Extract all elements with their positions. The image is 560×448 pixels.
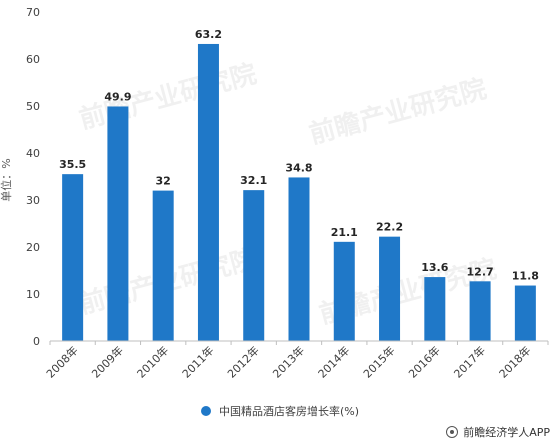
source-text: 前瞻经济学人APP [463,426,550,439]
y-tick-label: 10 [26,288,40,301]
legend-label: 中国精品酒店客房增长率(%) [218,405,360,418]
x-tick-label: 2012年 [224,343,261,380]
bar [288,177,310,341]
x-tick-label: 2008年 [43,343,80,380]
data-label: 11.8 [512,270,539,283]
x-axis-ticks: 2008年 2009年 2010年 2011年 2012年 2013年 2014年 2015年… [43,341,549,381]
x-tick-label: 2010年 [134,343,171,380]
data-label: 13.6 [421,261,448,274]
y-tick-label: 40 [26,147,40,160]
bar-series [62,43,536,342]
data-label: 22.2 [376,221,403,234]
y-tick-label: 20 [26,241,40,254]
bar [197,43,219,342]
data-label: 32.1 [240,174,267,187]
y-axis-label: 单位：% [0,158,13,201]
x-tick-label: 2017年 [451,343,488,380]
legend-marker [200,406,211,416]
bar [152,190,174,341]
y-tick-label: 50 [26,100,40,113]
y-tick-label: 70 [26,6,40,19]
x-tick-label: 2018年 [496,343,533,380]
source-credit: 前瞻经济学人APP [446,424,550,440]
bar [469,281,491,341]
source-logo-icon [446,426,459,438]
data-labels: 35.5 49.9 32 63.2 32.1 34.8 21.1 22.2 13.6 12.7 11… [59,28,539,283]
watermark-text: 前瞻产业研究院 [306,73,490,150]
legend: 中国精品酒店客房增长率(%) [0,403,560,419]
bar [243,190,265,341]
x-tick-label: 2014年 [315,343,352,380]
bar [333,241,355,341]
x-tick-label: 2009年 [89,343,126,380]
data-label: 35.5 [59,158,86,171]
data-label: 32 [156,175,171,188]
x-tick-label: 2011年 [179,343,216,380]
y-tick-label: 0 [33,335,40,348]
y-tick-label: 60 [26,53,40,66]
data-label: 34.8 [285,161,312,174]
bar [379,236,401,341]
bar [424,277,446,341]
y-axis-ticks: 0 10 20 30 40 50 60 70 [26,6,40,348]
x-tick-label: 2016年 [405,343,442,380]
y-tick-label: 30 [26,194,40,207]
data-label: 49.9 [104,90,131,103]
data-label: 12.7 [467,265,494,278]
bar [514,285,536,341]
data-label: 21.1 [331,226,358,239]
x-tick-label: 2013年 [270,343,307,380]
bar [62,174,84,341]
x-tick-label: 2015年 [360,343,397,380]
data-label: 63.2 [195,28,222,41]
bar [107,106,129,341]
